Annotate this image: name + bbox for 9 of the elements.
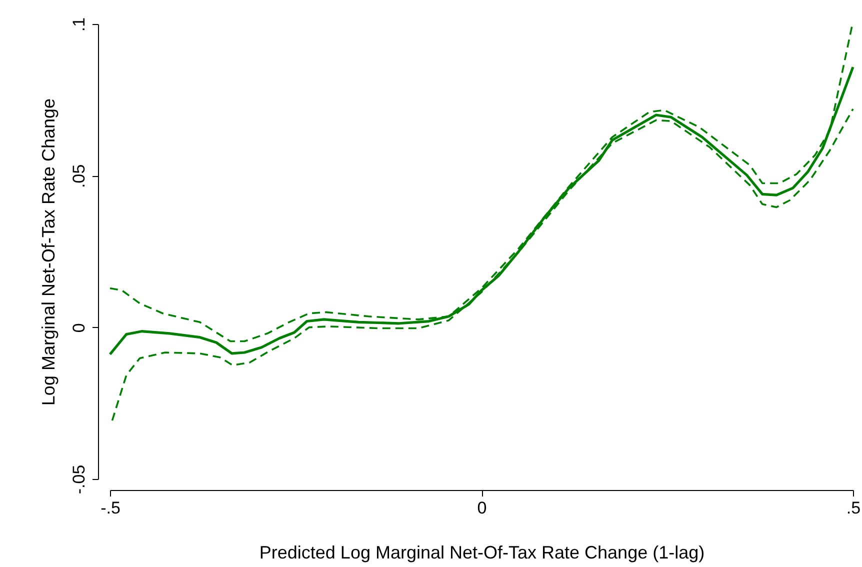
x-tick-label: .5 <box>846 498 861 518</box>
y-tick-label: -.05 <box>70 464 88 494</box>
x-axis-title: Predicted Log Marginal Net-Of-Tax Rate Change (1-lag) <box>259 542 705 562</box>
y-axis-title: Log Marginal Net-Of-Tax Rate Change <box>38 98 58 406</box>
y-tick-label: .1 <box>70 17 88 32</box>
y-tick-label: 0 <box>70 323 88 333</box>
y-tick-label: .05 <box>70 164 88 188</box>
x-tick-label: -.5 <box>100 498 120 518</box>
x-tick-label: 0 <box>477 498 487 518</box>
